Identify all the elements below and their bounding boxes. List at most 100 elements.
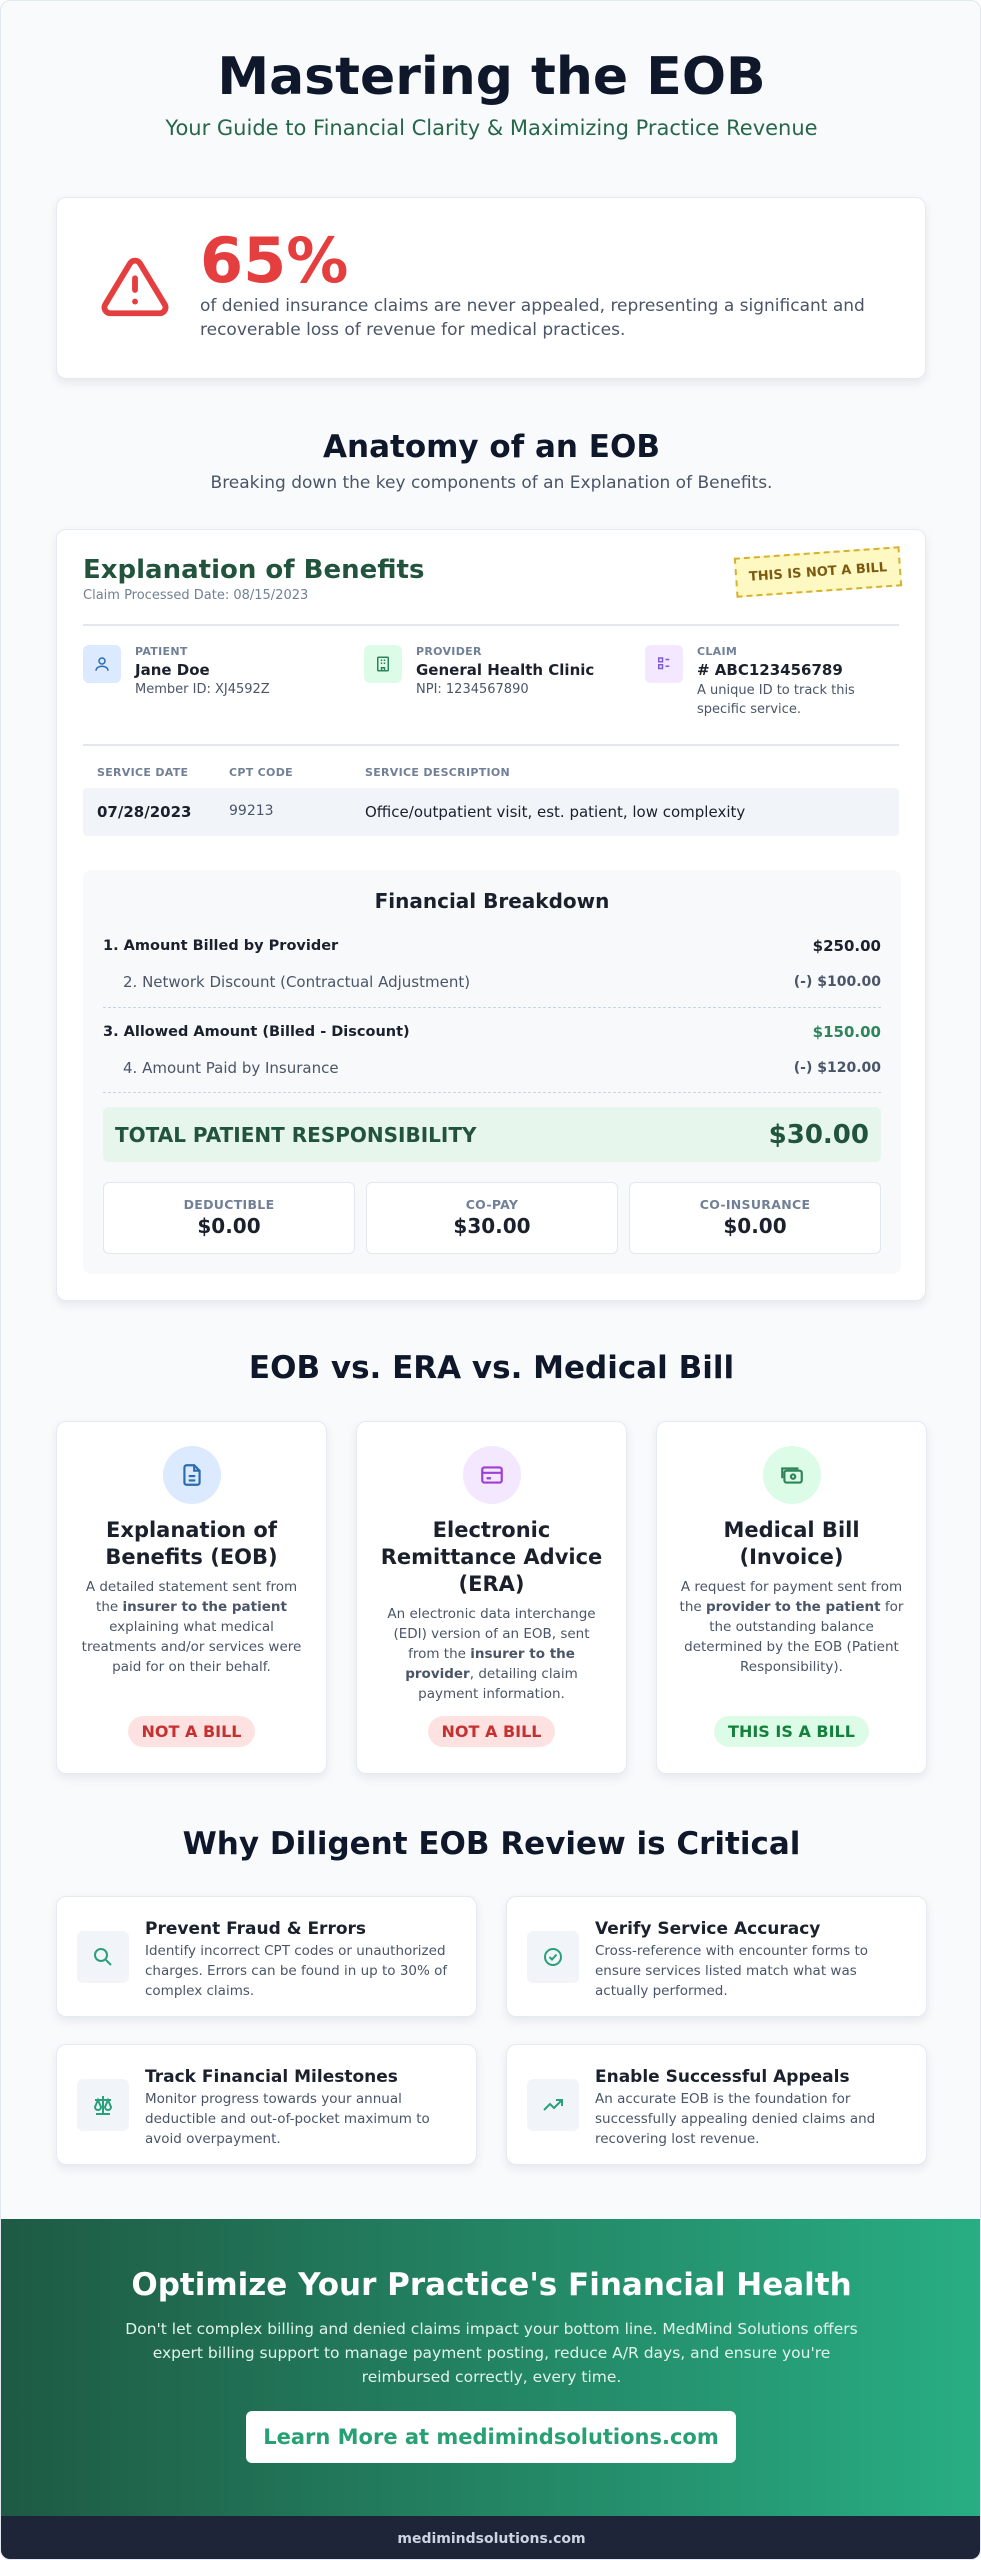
text: , detailing claim payment information. — [418, 1666, 578, 1702]
party-detail: A unique ID to track this specific servi… — [697, 683, 855, 717]
row-label: 2. Network Discount (Contractual Adjustm… — [123, 973, 471, 991]
box-value: $0.00 — [723, 1214, 787, 1238]
comparison-card: Explanation of Benefits (EOB) A detailed… — [56, 1421, 327, 1774]
party-name: # ABC123456789 — [697, 661, 843, 679]
review-icon — [527, 1931, 579, 1983]
comparison-card: Electronic Remittance Advice (ERA) An el… — [356, 1421, 627, 1774]
card-icon — [162, 1446, 221, 1504]
cta-section: Optimize Your Practice's Financial Healt… — [1, 2219, 980, 2516]
row-label: 3. Allowed Amount (Billed - Discount) — [103, 1024, 410, 1040]
table-row: 07/28/2023 99213 Office/outpatient visit… — [83, 788, 899, 836]
summary-box: CO-INSURANCE $0.00 — [629, 1182, 881, 1254]
provider-icon — [364, 645, 402, 683]
summary-box: DEDUCTIBLE $0.00 — [103, 1182, 355, 1254]
party: CLAIM # ABC123456789 A unique ID to track … — [645, 645, 905, 719]
stat-text: of denied insurance claims are never app… — [200, 296, 865, 340]
eob-card: Explanation of Benefits Claim Processed … — [56, 529, 926, 1301]
review-card: Verify Service Accuracy Cross-reference … — [506, 1896, 927, 2017]
section-subtitle: Breaking down the key components of an E… — [210, 473, 773, 493]
stat-card: 65% of denied insurance claims are never… — [56, 197, 926, 379]
box-value: $0.00 — [197, 1214, 261, 1238]
table-header: SERVICE DATE — [97, 766, 189, 779]
party: PATIENT Jane Doe Member ID: XJ4592Z — [83, 645, 353, 697]
eob-date: Claim Processed Date: 08/15/2023 — [83, 588, 309, 603]
cta-title: Optimize Your Practice's Financial Healt… — [131, 2267, 852, 2303]
card-title: Electronic Remittance Advice (ERA) — [380, 1518, 603, 1596]
eob-title: Explanation of Benefits — [83, 555, 425, 585]
review-title: Prevent Fraud & Errors — [145, 1919, 367, 1939]
row-value: $150.00 — [812, 1023, 881, 1041]
card-description: An electronic data interchange (EDI) ver… — [379, 1604, 604, 1704]
section-title: EOB vs. ERA vs. Medical Bill — [248, 1350, 735, 1386]
breakdown-row: 4. Amount Paid by Insurance (-) $120.00 — [123, 1056, 881, 1080]
review-title: Enable Successful Appeals — [595, 2067, 850, 2087]
review-text: Monitor progress towards your annual ded… — [145, 2091, 430, 2147]
section-title: Anatomy of an EOB — [323, 429, 660, 465]
party-name: General Health Clinic — [416, 661, 595, 679]
badge: NOT A BILL — [127, 1716, 256, 1747]
breakdown-title: Financial Breakdown — [374, 889, 610, 913]
comparison-card: Medical Bill (Invoice) A request for pay… — [656, 1421, 927, 1774]
table-header: SERVICE DESCRIPTION — [365, 766, 511, 779]
total-value: $30.00 — [768, 1119, 869, 1150]
total-label: TOTAL PATIENT RESPONSIBILITY — [115, 1122, 477, 1147]
divider — [83, 744, 899, 746]
summary-box: CO-PAY $30.00 — [366, 1182, 618, 1254]
badge: THIS IS A BILL — [714, 1716, 869, 1747]
divider — [103, 1007, 881, 1008]
row-label: 4. Amount Paid by Insurance — [123, 1059, 339, 1077]
text: An electronic data interchange (EDI) ver… — [387, 1606, 596, 1662]
divider — [103, 1092, 881, 1093]
claim-icon — [645, 645, 683, 683]
party-name: Jane Doe — [135, 661, 210, 679]
row-value: $250.00 — [812, 937, 881, 955]
review-icon — [77, 1931, 129, 1983]
box-label: DEDUCTIBLE — [183, 1197, 275, 1212]
table-cell: 07/28/2023 — [97, 803, 192, 821]
card-title: Explanation of Benefits (EOB) — [105, 1518, 278, 1569]
cta-text: Don't let complex billing and denied cla… — [125, 2320, 858, 2386]
review-card: Prevent Fraud & Errors Identify incorrec… — [56, 1896, 477, 2017]
review-icon — [527, 2079, 579, 2131]
breakdown-row: 1. Amount Billed by Provider $250.00 — [103, 934, 881, 958]
warning-icon — [101, 257, 169, 317]
patient-icon — [83, 645, 121, 683]
page-subtitle: Your Guide to Financial Clarity & Maximi… — [165, 116, 818, 140]
not-a-bill-stamp: THIS IS NOT A BILL — [733, 546, 903, 598]
row-value: (-) $120.00 — [793, 1060, 881, 1076]
row-value: (-) $100.00 — [793, 974, 881, 990]
review-text: Identify incorrect CPT codes or unauthor… — [145, 1943, 448, 1999]
review-icon — [77, 2079, 129, 2131]
emphasis: insurer to the provider — [405, 1646, 575, 1682]
text: A request for payment sent from the — [679, 1579, 903, 1615]
card-icon — [462, 1446, 521, 1504]
card-title: Medical Bill (Invoice) — [723, 1518, 860, 1569]
emphasis: provider to the patient — [705, 1599, 881, 1615]
divider — [83, 624, 899, 626]
review-card: Track Financial Milestones Monitor progr… — [56, 2044, 477, 2165]
cta-button[interactable]: Learn More at medimindsolutions.com — [246, 2411, 736, 2463]
review-text: Cross-reference with encounter forms to … — [595, 1943, 869, 1999]
party-label: CLAIM — [697, 645, 738, 658]
total-bar: TOTAL PATIENT RESPONSIBILITY $30.00 — [103, 1107, 881, 1162]
footer: medimindsolutions.com — [1, 2516, 980, 2559]
page-title: Mastering the EOB — [217, 47, 766, 107]
text: A detailed statement sent from the — [85, 1579, 298, 1615]
breakdown-row: 3. Allowed Amount (Billed - Discount) $15… — [103, 1020, 881, 1044]
review-card: Enable Successful Appeals An accurate EO… — [506, 2044, 927, 2165]
table-cell: 99213 — [229, 803, 274, 819]
box-label: CO-PAY — [465, 1197, 519, 1212]
table-header: CPT CODE — [229, 766, 293, 779]
emphasis: insurer to the patient — [122, 1599, 287, 1615]
text: for the outstanding balance determined b… — [684, 1599, 904, 1675]
badge: NOT A BILL — [427, 1716, 556, 1747]
text: explaining what medical treatments and/o… — [81, 1619, 302, 1675]
party: PROVIDER General Health Clinic NPI: 123456… — [364, 645, 634, 697]
financial-breakdown: Financial Breakdown 1. Amount Billed by … — [83, 870, 901, 1274]
box-label: CO-INSURANCE — [699, 1197, 811, 1212]
table-cell: Office/outpatient visit, est. patient, l… — [365, 803, 746, 821]
card-icon — [762, 1446, 821, 1504]
card-description: A request for payment sent from the prov… — [679, 1577, 904, 1677]
